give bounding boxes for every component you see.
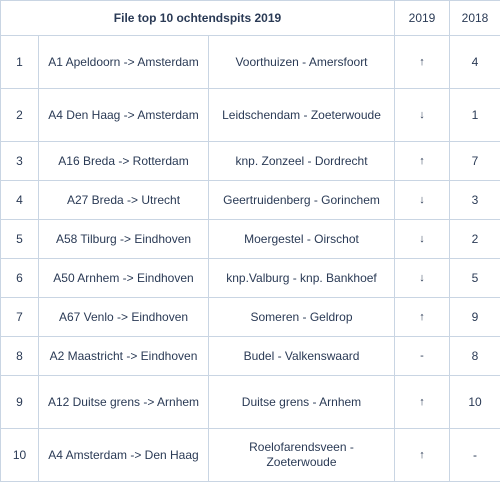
route-cell: A50 Arnhem -> Eindhoven xyxy=(39,259,209,298)
table-row: 5 A58 Tilburg -> Eindhoven Moergestel - … xyxy=(1,220,500,259)
route-cell: A4 Amsterdam -> Den Haag xyxy=(39,429,209,482)
route-cell: A12 Duitse grens -> Arnhem xyxy=(39,376,209,429)
route-cell: A4 Den Haag -> Amsterdam xyxy=(39,89,209,142)
section-cell: knp. Zonzeel - Dordrecht xyxy=(209,142,395,181)
route-cell: A58 Tilburg -> Eindhoven xyxy=(39,220,209,259)
table-row: 9 A12 Duitse grens -> Arnhem Duitse gren… xyxy=(1,376,500,429)
route-cell: A27 Breda -> Utrecht xyxy=(39,181,209,220)
table-row: 2 A4 Den Haag -> Amsterdam Leidschendam … xyxy=(1,89,500,142)
column-header-2019: 2019 xyxy=(395,1,450,36)
rank-2018-cell: - xyxy=(450,429,500,482)
route-cell: A1 Apeldoorn -> Amsterdam xyxy=(39,36,209,89)
section-cell: Leidschendam - Zoeterwoude xyxy=(209,89,395,142)
rank-2018-cell: 3 xyxy=(450,181,500,220)
table-row: 1 A1 Apeldoorn -> Amsterdam Voorthuizen … xyxy=(1,36,500,89)
rank-cell: 10 xyxy=(1,429,39,482)
rank-cell: 6 xyxy=(1,259,39,298)
section-cell: Someren - Geldrop xyxy=(209,298,395,337)
section-cell: Geertruidenberg - Gorinchem xyxy=(209,181,395,220)
route-cell: A16 Breda -> Rotterdam xyxy=(39,142,209,181)
trend-arrow-icon: ↑ xyxy=(395,429,450,482)
rank-2018-cell: 2 xyxy=(450,220,500,259)
trend-arrow-icon: - xyxy=(395,337,450,376)
table-row: 7 A67 Venlo -> Eindhoven Someren - Geldr… xyxy=(1,298,500,337)
trend-arrow-icon: ↓ xyxy=(395,181,450,220)
rank-2018-cell: 10 xyxy=(450,376,500,429)
trend-arrow-icon: ↑ xyxy=(395,298,450,337)
table-row: 10 A4 Amsterdam -> Den Haag Roelofarends… xyxy=(1,429,500,482)
section-cell: Moergestel - Oirschot xyxy=(209,220,395,259)
rank-cell: 7 xyxy=(1,298,39,337)
table-row: 6 A50 Arnhem -> Eindhoven knp.Valburg - … xyxy=(1,259,500,298)
route-cell: A2 Maastricht -> Eindhoven xyxy=(39,337,209,376)
rank-2018-cell: 4 xyxy=(450,36,500,89)
rank-2018-cell: 7 xyxy=(450,142,500,181)
rank-2018-cell: 9 xyxy=(450,298,500,337)
table-row: 4 A27 Breda -> Utrecht Geertruidenberg -… xyxy=(1,181,500,220)
trend-arrow-icon: ↓ xyxy=(395,259,450,298)
section-cell: knp.Valburg - knp. Bankhoef xyxy=(209,259,395,298)
rank-cell: 5 xyxy=(1,220,39,259)
trend-arrow-icon: ↑ xyxy=(395,36,450,89)
table-title: File top 10 ochtendspits 2019 xyxy=(1,1,395,36)
rank-cell: 9 xyxy=(1,376,39,429)
table-row: 8 A2 Maastricht -> Eindhoven Budel - Val… xyxy=(1,337,500,376)
rank-cell: 8 xyxy=(1,337,39,376)
section-cell: Budel - Valkenswaard xyxy=(209,337,395,376)
rank-cell: 3 xyxy=(1,142,39,181)
section-cell: Duitse grens - Arnhem xyxy=(209,376,395,429)
route-cell: A67 Venlo -> Eindhoven xyxy=(39,298,209,337)
rank-cell: 1 xyxy=(1,36,39,89)
table-row: 3 A16 Breda -> Rotterdam knp. Zonzeel - … xyxy=(1,142,500,181)
rank-2018-cell: 5 xyxy=(450,259,500,298)
trend-arrow-icon: ↓ xyxy=(395,89,450,142)
rank-2018-cell: 8 xyxy=(450,337,500,376)
table-header-row: File top 10 ochtendspits 2019 2019 2018 xyxy=(1,1,500,36)
trend-arrow-icon: ↑ xyxy=(395,142,450,181)
rank-cell: 2 xyxy=(1,89,39,142)
rank-2018-cell: 1 xyxy=(450,89,500,142)
trend-arrow-icon: ↑ xyxy=(395,376,450,429)
section-cell: Voorthuizen - Amersfoort xyxy=(209,36,395,89)
rank-cell: 4 xyxy=(1,181,39,220)
trend-arrow-icon: ↓ xyxy=(395,220,450,259)
column-header-2018: 2018 xyxy=(450,1,500,36)
section-cell: Roelofarendsveen - Zoeterwoude xyxy=(209,429,395,482)
